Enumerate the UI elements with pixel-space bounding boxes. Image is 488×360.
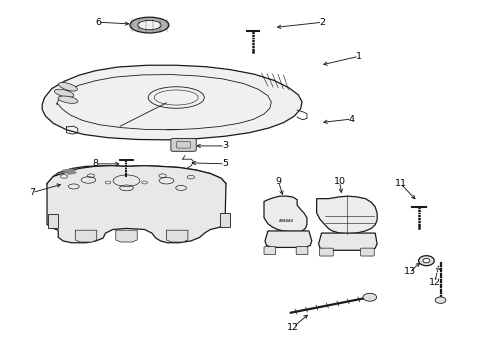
FancyBboxPatch shape [170,138,196,151]
FancyBboxPatch shape [296,247,307,255]
Ellipse shape [418,256,433,266]
Text: 11: 11 [394,179,406,188]
Polygon shape [264,196,306,232]
Ellipse shape [54,89,74,97]
Ellipse shape [59,82,77,91]
FancyBboxPatch shape [360,248,373,256]
Polygon shape [116,230,137,242]
Text: 1: 1 [355,52,361,61]
Ellipse shape [138,21,161,30]
Text: 4: 4 [348,114,354,123]
FancyBboxPatch shape [319,248,332,256]
Text: 6: 6 [95,18,101,27]
Text: 12: 12 [286,323,299,332]
Ellipse shape [422,258,429,263]
Text: ABABAB: ABABAB [278,219,293,223]
Ellipse shape [362,293,376,301]
Polygon shape [47,166,225,198]
Ellipse shape [58,96,78,103]
Ellipse shape [130,17,168,33]
Polygon shape [48,214,58,228]
Text: 7: 7 [29,188,35,197]
FancyBboxPatch shape [264,247,275,255]
Text: 13: 13 [404,267,415,276]
Polygon shape [316,196,376,234]
Polygon shape [62,169,76,174]
Polygon shape [220,213,229,227]
Polygon shape [318,233,376,250]
Ellipse shape [434,297,445,303]
Polygon shape [166,230,187,242]
Text: 2: 2 [319,18,325,27]
Text: 3: 3 [222,141,227,150]
Polygon shape [47,166,225,243]
Polygon shape [264,231,311,247]
Text: 9: 9 [275,177,281,186]
Polygon shape [42,65,302,140]
Polygon shape [75,230,97,242]
Text: 8: 8 [93,159,99,168]
Text: 12: 12 [428,278,440,287]
Text: 10: 10 [333,177,345,186]
Text: 5: 5 [222,159,227,168]
